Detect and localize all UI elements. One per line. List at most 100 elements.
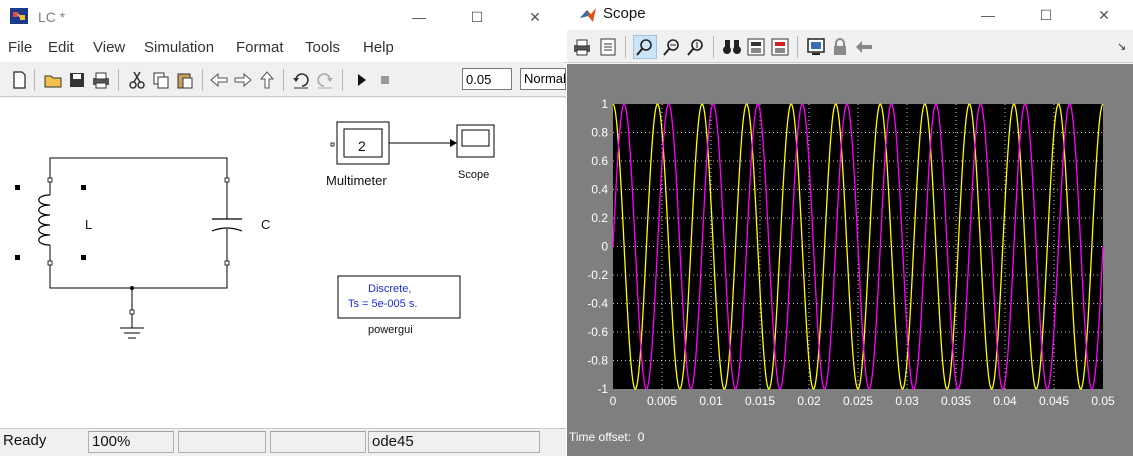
scope-label: Scope	[458, 169, 490, 181]
time-offset-value: 0	[637, 430, 645, 444]
x-tick-label: 0	[610, 394, 617, 408]
menu-tools[interactable]: Tools	[305, 39, 341, 56]
print-icon[interactable]	[571, 36, 593, 58]
inductor-block[interactable]	[15, 177, 86, 266]
x-tick-label: 0.02	[797, 394, 821, 408]
save-icon[interactable]	[66, 69, 88, 91]
menu-simulation[interactable]: Simulation	[144, 39, 215, 56]
powergui-line1: Discrete,	[368, 283, 412, 295]
y-tick-label: 0.2	[591, 211, 608, 225]
model-toolbar: Normal	[0, 63, 566, 97]
tick-labels: 0 0.005 0.01 0.015 0.02 0.025 0.03 0.035 0.04 0.0…	[587, 97, 1115, 408]
start-simulation-icon[interactable]	[350, 69, 372, 91]
zoom-x-icon[interactable]	[661, 36, 683, 58]
y-tick-label: 0.4	[591, 183, 608, 197]
simulation-mode-select[interactable]: Normal	[520, 68, 566, 90]
y-tick-label: 0	[601, 240, 608, 254]
new-model-icon[interactable]	[8, 69, 30, 91]
maximize-button[interactable]: ☐	[470, 9, 484, 25]
scope-title: Scope	[603, 5, 646, 22]
x-tick-label: 0.025	[843, 394, 873, 408]
scope-toolbar: ↘	[567, 31, 1133, 63]
status-solver: ode45	[368, 431, 540, 453]
simulink-icon	[10, 8, 28, 24]
restore-axes-icon[interactable]	[769, 36, 791, 58]
time-offset: Time offset: 0	[569, 430, 644, 444]
x-tick-label: 0.04	[993, 394, 1017, 408]
series-line-2	[612, 103, 1104, 390]
multimeter-value: 2	[358, 138, 366, 154]
lock-icon[interactable]	[829, 36, 851, 58]
x-tick-label: 0.01	[699, 394, 723, 408]
floating-scope-icon[interactable]	[805, 36, 827, 58]
menu-help[interactable]: Help	[363, 39, 394, 56]
redo-icon[interactable]	[314, 69, 336, 91]
grid	[613, 104, 1103, 389]
y-tick-label: 1	[601, 97, 608, 111]
toolbar-overflow-icon[interactable]: ↘	[1117, 41, 1127, 53]
scope-block[interactable]	[456, 124, 495, 158]
matlab-icon	[580, 8, 596, 22]
up-icon[interactable]	[256, 69, 278, 91]
back-icon[interactable]	[208, 69, 230, 91]
save-axes-icon[interactable]	[745, 36, 767, 58]
scope-footer: Time offset: 0	[567, 426, 1133, 456]
menu-format[interactable]: Format	[236, 39, 284, 56]
title-bar[interactable]: LC * — ☐ ✕	[0, 0, 566, 34]
powergui-line2: Ts = 5e-005 s.	[348, 298, 418, 310]
series-line-1	[612, 103, 1104, 390]
capacitor-label: C	[261, 217, 271, 232]
status-progress	[270, 431, 366, 453]
stop-time-input[interactable]	[462, 68, 512, 90]
y-tick-label: -0.6	[587, 325, 608, 339]
scope-minimize-button[interactable]: —	[981, 7, 995, 23]
x-tick-label: 0.045	[1039, 394, 1069, 408]
x-tick-label: 0.015	[745, 394, 775, 408]
series-layer	[612, 103, 1104, 390]
stop-simulation-icon[interactable]	[374, 69, 396, 91]
inductor-label: L	[85, 217, 93, 232]
ground-block[interactable]	[120, 286, 144, 339]
status-zoom: 100%	[88, 431, 174, 453]
capacitor-block[interactable]	[211, 177, 243, 266]
y-tick-label: 0.8	[591, 126, 608, 140]
menu-file[interactable]: File	[8, 39, 33, 56]
signal-selector-icon[interactable]	[853, 36, 875, 58]
params-icon[interactable]	[597, 36, 619, 58]
multimeter-block[interactable]	[330, 121, 457, 165]
x-tick-label: 0.03	[895, 394, 919, 408]
x-tick-label: 0.035	[941, 394, 971, 408]
paste-icon[interactable]	[174, 69, 196, 91]
y-tick-label: -1	[597, 382, 608, 396]
model-canvas[interactable]: L C 2 Multimeter Scope Discrete, Ts = 5e…	[0, 98, 566, 428]
print-icon[interactable]	[90, 69, 112, 91]
close-button[interactable]: ✕	[529, 9, 541, 25]
minimize-button[interactable]: —	[412, 9, 426, 25]
copy-icon[interactable]	[150, 69, 172, 91]
binoculars-icon[interactable]	[721, 36, 743, 58]
window-title: LC *	[38, 9, 66, 25]
scope-plot-area[interactable]: 0 0.005 0.01 0.015 0.02 0.025 0.03 0.035 0.04 0.0…	[567, 64, 1133, 426]
powergui-label: powergui	[368, 324, 413, 336]
scope-maximize-button[interactable]: ☐	[1039, 7, 1053, 23]
scope-title-bar[interactable]: Scope — ☐ ✕	[567, 0, 1133, 30]
undo-icon[interactable]	[290, 69, 312, 91]
forward-icon[interactable]	[232, 69, 254, 91]
zoom-icon[interactable]	[633, 35, 657, 59]
menu-edit[interactable]: Edit	[48, 39, 74, 56]
simulink-model-window: LC * — ☐ ✕ File Edit View Simulation For…	[0, 0, 566, 456]
open-icon[interactable]	[42, 69, 64, 91]
menu-view[interactable]: View	[93, 39, 126, 56]
scope-close-button[interactable]: ✕	[1098, 7, 1110, 23]
x-tick-label: 0.005	[647, 394, 677, 408]
zoom-y-icon[interactable]	[685, 36, 707, 58]
powergui-block[interactable]	[337, 275, 461, 319]
scope-chart: 0 0.005 0.01 0.015 0.02 0.025 0.03 0.035 0.04 0.0…	[587, 97, 1115, 408]
menu-bar: File Edit View Simulation Format Tools H…	[0, 34, 566, 62]
cut-icon[interactable]	[126, 69, 148, 91]
x-tick-label: 0.05	[1091, 394, 1115, 408]
status-bar: Ready 100% ode45	[0, 428, 566, 456]
y-tick-label: 0.6	[591, 154, 608, 168]
status-empty	[178, 431, 266, 453]
